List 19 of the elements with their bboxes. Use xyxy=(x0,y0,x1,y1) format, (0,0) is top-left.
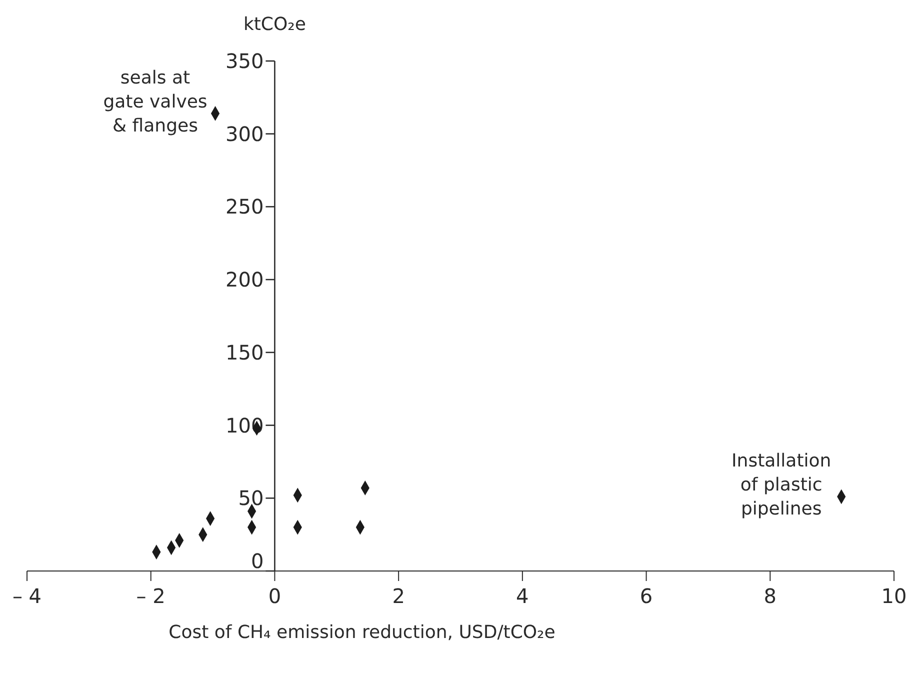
x-tick-label: 0 xyxy=(268,584,282,608)
y-tick-label: 300 xyxy=(226,122,264,146)
annotation: Installation of plastic pipelines xyxy=(732,450,832,520)
y-tick-label: 350 xyxy=(226,49,264,73)
y-tick-label: 0 xyxy=(250,549,264,573)
annotation: seals at gate valves & flanges xyxy=(103,67,208,136)
x-tick-label: – 4 xyxy=(12,584,42,608)
x-tick-label: 2 xyxy=(392,584,405,608)
y-tick-label: 50 xyxy=(238,486,264,510)
y-tick-label: 150 xyxy=(226,340,264,364)
x-tick-label: 8 xyxy=(764,584,777,608)
x-axis-title: Cost of CH₄ emission reduction, USD/tCO₂e xyxy=(168,622,556,643)
x-tick-label: 6 xyxy=(640,584,653,608)
x-tick-label: 10 xyxy=(881,584,907,608)
x-tick-label: 4 xyxy=(516,584,529,608)
y-tick-label: 200 xyxy=(226,268,264,292)
y-axis-title: ktCO₂e xyxy=(243,14,306,35)
y-tick-label: 250 xyxy=(226,194,264,219)
x-tick-label: – 2 xyxy=(136,584,166,608)
